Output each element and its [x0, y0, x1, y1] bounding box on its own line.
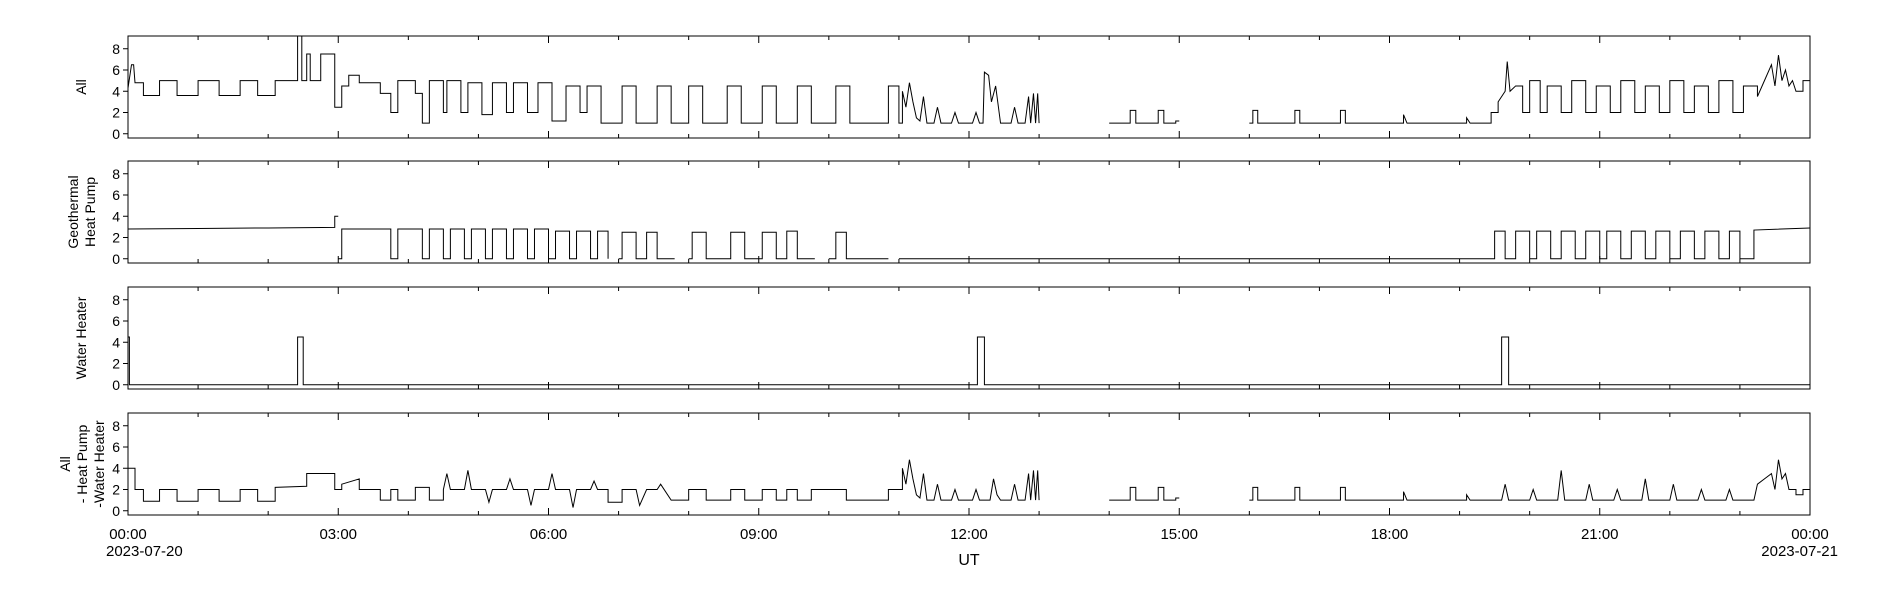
series-line: [268, 336, 339, 386]
y-tick-label: 0: [112, 377, 120, 393]
x-axis-label: UT: [958, 552, 980, 569]
x-tick-label: 06:00: [530, 526, 568, 543]
y-tick-label: 6: [112, 62, 120, 78]
y-axis-label-line: All: [57, 456, 73, 472]
x-tick-label: 03:00: [319, 526, 357, 543]
y-tick-label: 2: [112, 230, 120, 246]
series-line: [1249, 459, 1811, 501]
y-axis-label-line: Geothermal: [65, 175, 81, 248]
y-axis-label-line: - Heat Pump: [74, 424, 90, 503]
y-tick-label: 0: [112, 503, 120, 519]
series-line: [688, 230, 815, 260]
series-line: [898, 227, 1811, 260]
y-tick-label: 4: [112, 334, 120, 350]
y-tick-label: 4: [112, 83, 120, 99]
y-axis-label-line: All: [73, 79, 89, 95]
panel-frame: [127, 160, 1811, 264]
y-tick-label: 0: [112, 126, 120, 142]
y-tick-label: 8: [112, 418, 120, 434]
series-line: [128, 336, 269, 386]
series-line: [1109, 486, 1180, 501]
series-line: [127, 215, 339, 230]
y-axis-label-line: Heat Pump: [82, 177, 98, 247]
y-tick-label: 6: [112, 439, 120, 455]
series-line: [1249, 55, 1811, 124]
panel-4: 0 2 4 6 8 All- Heat Pump-Water Heater: [57, 412, 1811, 519]
y-tick-label: 6: [112, 313, 120, 329]
y-axis-label: Water Heater: [73, 296, 89, 379]
series-line: [128, 459, 1040, 508]
y-axis-label: All: [73, 79, 89, 95]
y-axis-label-line: Water Heater: [73, 296, 89, 379]
x-tick-label: 18:00: [1371, 526, 1409, 543]
series-line: [338, 228, 609, 260]
series-line: [1109, 109, 1180, 124]
y-tick-label: 8: [112, 292, 120, 308]
x-date-end: 2023-07-21: [1761, 543, 1838, 560]
panels-layer: 0 2 4 6 8 All 0 2 4 6 8 GeothermalHeat Pump 0 2 4 6 8 Wat…: [57, 35, 1811, 519]
y-tick-label: 4: [112, 460, 120, 476]
series-line: [127, 35, 1040, 124]
panel-3: 0 2 4 6 8 Water Heater: [73, 286, 1811, 393]
y-axis-label: All- Heat Pump-Water Heater: [57, 420, 107, 508]
x-tick-label: 00:00: [109, 526, 147, 543]
x-tick-label: 00:00: [1791, 526, 1829, 543]
series-line: [898, 336, 1810, 386]
y-tick-label: 2: [112, 356, 120, 372]
y-axis-label-line: -Water Heater: [91, 420, 107, 508]
y-tick-label: 2: [112, 482, 120, 498]
x-tick-label: 21:00: [1581, 526, 1619, 543]
y-tick-label: 0: [112, 251, 120, 267]
series-line: [618, 231, 675, 260]
y-tick-label: 8: [112, 41, 120, 57]
y-tick-label: 6: [112, 187, 120, 203]
y-tick-label: 8: [112, 166, 120, 182]
y-tick-label: 4: [112, 208, 120, 224]
y-tick-label: 2: [112, 105, 120, 121]
panel-2: 0 2 4 6 8 GeothermalHeat Pump: [65, 160, 1811, 267]
panel-1: 0 2 4 6 8 All: [73, 35, 1811, 142]
series-line: [828, 231, 889, 260]
panel-frame: [127, 286, 1811, 390]
x-axis: 00:00 03:00 06:00 09:00 12:00 15:00 18:00 21:00…: [106, 526, 1838, 569]
x-tick-label: 09:00: [740, 526, 778, 543]
x-tick-label: 12:00: [950, 526, 988, 543]
x-date-start: 2023-07-20: [106, 543, 183, 560]
y-axis-label: GeothermalHeat Pump: [65, 175, 98, 248]
x-tick-label: 15:00: [1160, 526, 1198, 543]
